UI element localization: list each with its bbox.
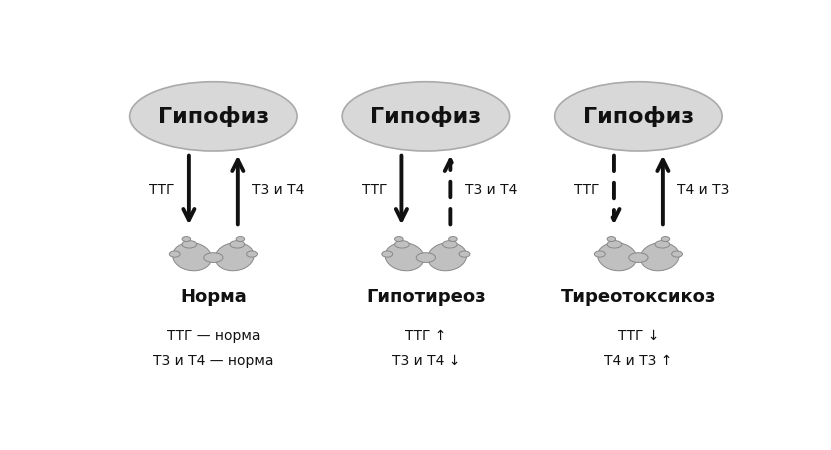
Text: Т3 и Т4 — норма: Т3 и Т4 — норма — [153, 354, 273, 368]
Text: Тиреотоксикоз: Тиреотоксикоз — [561, 288, 716, 306]
Ellipse shape — [416, 253, 435, 262]
Ellipse shape — [459, 251, 470, 257]
Ellipse shape — [555, 82, 722, 151]
Text: ТТГ ↑: ТТГ ↑ — [406, 329, 446, 343]
Text: Т3 и Т4: Т3 и Т4 — [465, 183, 517, 197]
Text: Т3 и Т4: Т3 и Т4 — [252, 183, 304, 197]
Text: ТТГ ↓: ТТГ ↓ — [617, 329, 659, 343]
Text: Гипотиреоз: Гипотиреоз — [366, 288, 485, 306]
Ellipse shape — [170, 251, 180, 257]
Ellipse shape — [428, 243, 467, 271]
Text: Т4 и Т3 ↑: Т4 и Т3 ↑ — [604, 354, 672, 368]
Ellipse shape — [395, 237, 403, 242]
Text: ТТГ: ТТГ — [150, 183, 175, 197]
Ellipse shape — [629, 253, 648, 262]
Ellipse shape — [607, 237, 616, 242]
Ellipse shape — [130, 82, 297, 151]
Text: Норма: Норма — [180, 288, 247, 306]
Ellipse shape — [230, 241, 244, 248]
Text: Т3 и Т4 ↓: Т3 и Т4 ↓ — [391, 354, 460, 368]
Ellipse shape — [597, 243, 637, 271]
Ellipse shape — [661, 237, 670, 242]
Text: ТТГ — норма: ТТГ — норма — [166, 329, 260, 343]
Ellipse shape — [215, 243, 254, 271]
Ellipse shape — [204, 253, 223, 262]
Ellipse shape — [342, 82, 509, 151]
Text: Гипофиз: Гипофиз — [583, 106, 694, 127]
Ellipse shape — [182, 241, 197, 248]
Ellipse shape — [182, 237, 190, 242]
Text: Гипофиз: Гипофиз — [158, 106, 269, 127]
Ellipse shape — [442, 241, 457, 248]
Text: ТТГ: ТТГ — [361, 183, 387, 197]
Ellipse shape — [247, 251, 258, 257]
Ellipse shape — [173, 243, 212, 271]
Ellipse shape — [655, 241, 670, 248]
Ellipse shape — [236, 237, 244, 242]
Ellipse shape — [671, 251, 682, 257]
Ellipse shape — [607, 241, 622, 248]
Ellipse shape — [385, 243, 424, 271]
Text: ТТГ: ТТГ — [574, 183, 600, 197]
Ellipse shape — [640, 243, 679, 271]
Ellipse shape — [594, 251, 605, 257]
Text: Гипофиз: Гипофиз — [371, 106, 481, 127]
Ellipse shape — [395, 241, 410, 248]
Ellipse shape — [449, 237, 457, 242]
Ellipse shape — [381, 251, 393, 257]
Text: Т4 и Т3: Т4 и Т3 — [677, 183, 730, 197]
